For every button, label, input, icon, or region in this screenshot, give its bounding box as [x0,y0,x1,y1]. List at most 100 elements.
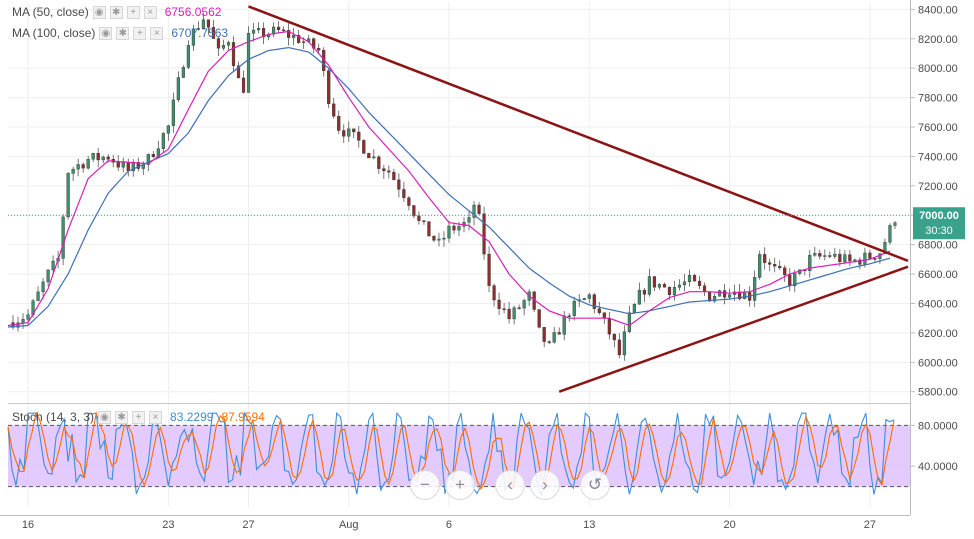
eye-icon[interactable]: ◉ [92,5,106,19]
candle-body [717,290,722,297]
candle-body [582,298,586,300]
gear-icon[interactable]: ✱ [115,410,129,424]
time-axis-label: 6 [446,519,452,531]
candle-body [422,220,426,222]
candle-body [211,27,216,39]
candle-body [432,235,436,241]
scroll-right-button[interactable]: › [530,470,560,500]
candle-body [778,265,782,269]
candle-body [282,29,286,32]
candle-body [823,255,827,257]
candle-body [818,253,822,257]
candle-body [843,254,847,263]
candle-body [572,300,576,316]
price-axis-label: 8000.00 [918,63,958,75]
candle-body [41,281,45,293]
stoch-legend: Stoch (14, 3, 3) ◉ ✱ + × 83.2299 87.9594 [12,410,265,424]
candle-body [101,156,105,161]
candle-body [292,34,296,38]
price-axis-label: 7800.00 [918,93,958,105]
candle-body [302,41,306,43]
candle-body [687,275,692,282]
candle-body [412,205,416,217]
candle-body [392,171,396,181]
price-axis-label: 6000.00 [918,357,958,369]
ma100-label: MA (100, close) [12,26,96,40]
candle-body [186,45,190,68]
candle-body [813,253,817,256]
candle-body [191,28,196,46]
candle-body [833,253,837,257]
candle-body [728,294,732,298]
plus-icon[interactable]: + [126,5,140,19]
candle-body [848,254,852,262]
candle-body [637,289,641,305]
candle-body [181,67,185,78]
zoom-out-button[interactable]: − [410,470,440,500]
candle-body [91,153,95,160]
candle-body [547,341,551,343]
eye-icon[interactable]: ◉ [98,410,112,424]
candle-body [327,70,331,105]
candle-body [773,264,777,267]
close-icon[interactable]: × [149,410,163,424]
candle-body [602,312,606,319]
stoch-d-value: 87.9594 [221,410,265,424]
candle-body [66,173,70,218]
candle-body [121,162,125,168]
candle-body [367,153,371,159]
candle-body [146,154,150,165]
zoom-in-button[interactable]: + [445,470,475,500]
candle-body [277,26,281,31]
last-price-value: 7000.00 [919,210,959,222]
scroll-left-button[interactable]: ‹ [495,470,525,500]
candle-body [447,225,451,239]
candle-body [226,42,231,46]
plus-icon[interactable]: + [133,26,147,40]
time-axis-label: 27 [242,519,254,531]
bar-countdown: 30:30 [925,225,953,237]
gear-icon[interactable]: ✱ [109,5,123,19]
candle-body [642,289,647,295]
candle-body [697,280,702,286]
close-icon[interactable]: × [150,26,164,40]
candle-body [287,30,291,38]
candle-body [71,168,75,174]
candle-body [407,197,411,206]
candle-body [332,103,336,117]
ascending-support-trendline [558,265,909,393]
stoch-axis-label: 80.0000 [918,420,958,432]
candle-body [562,315,566,335]
candle-body [357,131,361,141]
gear-icon[interactable]: ✱ [116,26,130,40]
candle-body [873,258,877,260]
candle-body [828,255,832,257]
candle-body [256,28,261,31]
candle-body [106,156,110,160]
candle-body [692,275,697,282]
candle-body [241,77,246,93]
price-axis-label: 7600.00 [918,122,958,134]
candle-body [502,308,506,310]
candle-body [838,253,842,263]
candle-body [768,262,772,265]
close-icon[interactable]: × [143,5,157,19]
candle-body [722,290,727,298]
candle-body [171,99,175,126]
candle-body [26,314,30,320]
candle-body [888,225,892,243]
reset-chart-button[interactable]: ↺ [580,470,610,500]
eye-icon[interactable]: ◉ [99,26,113,40]
candle-body [261,28,266,38]
candle-body [557,332,561,335]
candle-body [507,308,511,320]
candle-body [176,77,180,101]
time-axis-label: 16 [22,519,34,531]
candle-body [362,140,366,154]
candle-body [788,274,792,287]
candle-body [672,287,677,295]
candle-body [587,294,591,299]
plus-icon[interactable]: + [132,410,146,424]
time-axis-label: Aug [339,519,359,531]
